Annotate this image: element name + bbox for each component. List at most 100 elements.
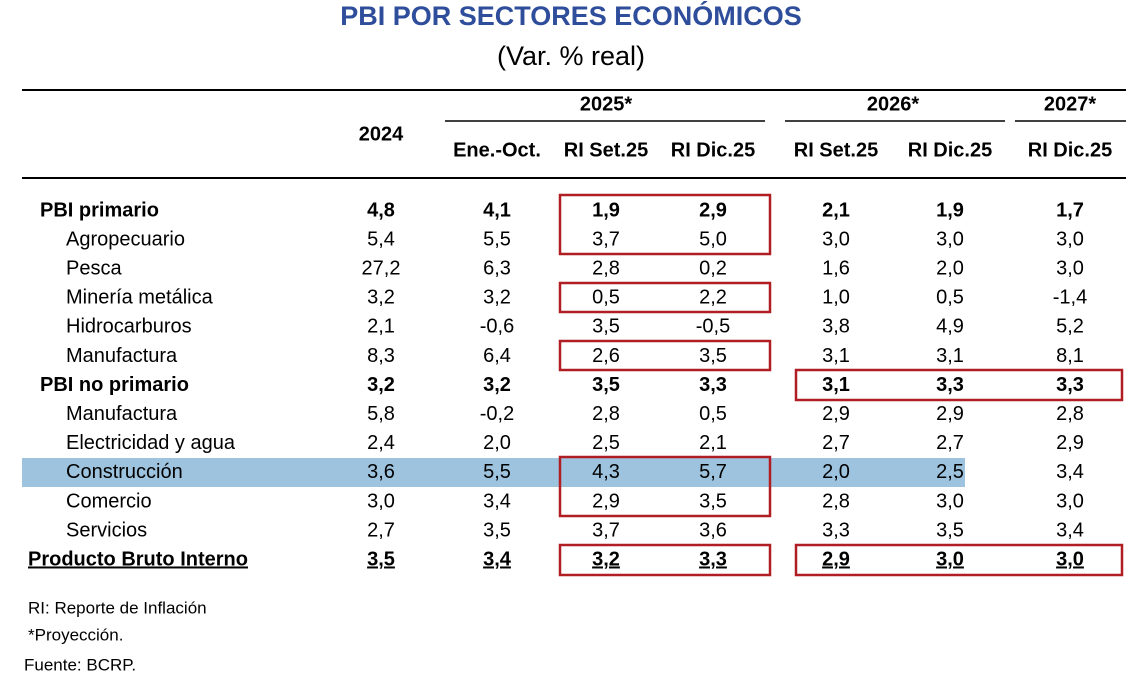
cell-value: 27,2 [362, 257, 401, 279]
row-label: Hidrocarburos [66, 316, 192, 338]
cell-value: 0,2 [699, 257, 727, 279]
cell-value: 1,9 [936, 199, 964, 221]
footnote: *Proyección. [28, 625, 123, 644]
cell-value: 3,0 [822, 228, 850, 250]
cell-value: 2,9 [699, 199, 727, 221]
cell-value: 2,5 [592, 432, 620, 454]
cell-value: 3,3 [936, 374, 964, 396]
cell-value: 1,9 [592, 199, 620, 221]
cell-value: -0,5 [696, 316, 730, 338]
footnote: RI: Reporte de Inflación [28, 598, 207, 617]
row-label: Minería metálica [66, 287, 214, 309]
cell-value: 1,0 [822, 287, 850, 309]
column-header: RI Dic.25 [1028, 139, 1112, 161]
highlight-box [558, 455, 772, 518]
cell-value: 3,3 [699, 548, 727, 570]
cell-value: 3,3 [699, 374, 727, 396]
cell-value: 5,5 [483, 461, 511, 483]
cell-value: 3,5 [367, 548, 395, 570]
cell-value: -0,6 [480, 316, 514, 338]
cell-value: 4,9 [936, 316, 964, 338]
row-label: Agropecuario [66, 228, 185, 250]
cell-value: 3,4 [483, 490, 511, 512]
cell-value: 3,7 [592, 228, 620, 250]
highlight-box [558, 193, 772, 256]
cell-value: 3,5 [592, 374, 620, 396]
cell-value: 2,8 [592, 403, 620, 425]
cell-value: 3,6 [367, 461, 395, 483]
cell-value: 3,7 [592, 519, 620, 541]
cell-value: 8,1 [1056, 345, 1084, 367]
cell-value: 3,2 [483, 287, 511, 309]
row-label: Comercio [66, 490, 152, 512]
highlight-box [558, 339, 772, 372]
column-header: RI Set.25 [794, 139, 878, 161]
cell-value: 2,6 [592, 345, 620, 367]
row-label: PBI primario [40, 199, 159, 221]
cell-value: 3,5 [936, 519, 964, 541]
cell-value: 3,5 [699, 345, 727, 367]
cell-value: 3,4 [1056, 519, 1084, 541]
footnote: Fuente: BCRP. [24, 655, 136, 674]
cell-value: 8,3 [367, 345, 395, 367]
cell-value: 3,0 [1056, 257, 1084, 279]
cell-value: 5,0 [699, 228, 727, 250]
column-header: RI Set.25 [564, 139, 648, 161]
cell-value: 2,9 [822, 548, 850, 570]
column-header: Ene.-Oct. [453, 139, 541, 161]
cell-value: -0,2 [480, 403, 514, 425]
cell-value: 5,4 [367, 228, 395, 250]
column-header: RI Dic.25 [908, 139, 992, 161]
cell-value: 4,1 [483, 199, 511, 221]
cell-value: 2,1 [699, 432, 727, 454]
row-label: Producto Bruto Interno [28, 548, 248, 570]
cell-value: 2,9 [592, 490, 620, 512]
cell-value: 6,3 [483, 257, 511, 279]
row-label: Servicios [66, 519, 147, 541]
group-header: 2025* [580, 93, 632, 115]
column-header: RI Dic.25 [671, 139, 755, 161]
cell-value: 2,1 [367, 316, 395, 338]
cell-value: 0,5 [699, 403, 727, 425]
cell-value: 2,9 [936, 403, 964, 425]
cell-value: 1,7 [1056, 199, 1084, 221]
row-label: PBI no primario [40, 374, 189, 396]
cell-value: 5,2 [1056, 316, 1084, 338]
cell-value: 3,0 [1056, 490, 1084, 512]
table: 2024 2025* 2026* 2027* Ene.-Oct. RI Set.25 RI … [24, 93, 1112, 674]
cell-value: 2,9 [1056, 432, 1084, 454]
column-header: 2024 [359, 123, 404, 145]
cell-value: 3,4 [483, 548, 512, 570]
cell-value: 3,8 [822, 316, 850, 338]
cell-value: 2,7 [936, 432, 964, 454]
cell-value: 2,8 [592, 257, 620, 279]
cell-value: 2,7 [822, 432, 850, 454]
cell-value: 3,5 [592, 316, 620, 338]
cell-value: 1,6 [822, 257, 850, 279]
cell-value: 4,3 [592, 461, 620, 483]
cell-value: 2,8 [1056, 403, 1084, 425]
row-label: Manufactura [66, 403, 178, 425]
cell-value: 3,5 [699, 490, 727, 512]
group-header: 2026* [867, 93, 919, 115]
row-label: Construcción [66, 461, 183, 483]
group-header: 2027* [1044, 93, 1096, 115]
cell-value: 3,3 [822, 519, 850, 541]
cell-value: 3,1 [822, 345, 850, 367]
cell-value: 2,5 [936, 461, 964, 483]
cell-value: 0,5 [936, 287, 964, 309]
cell-value: 3,1 [936, 345, 964, 367]
cell-value: 3,1 [822, 374, 850, 396]
cell-value: 3,6 [699, 519, 727, 541]
subtitle: (Var. % real) [497, 41, 645, 71]
cell-value: 2,7 [367, 519, 395, 541]
cell-value: 3,0 [936, 490, 964, 512]
row-highlight [22, 458, 965, 487]
cell-value: 2,1 [822, 199, 850, 221]
cell-value: 5,7 [699, 461, 727, 483]
cell-value: 3,2 [483, 374, 511, 396]
cell-value: 0,5 [592, 287, 620, 309]
cell-value: 3,0 [936, 228, 964, 250]
row-label: Pesca [66, 257, 122, 279]
